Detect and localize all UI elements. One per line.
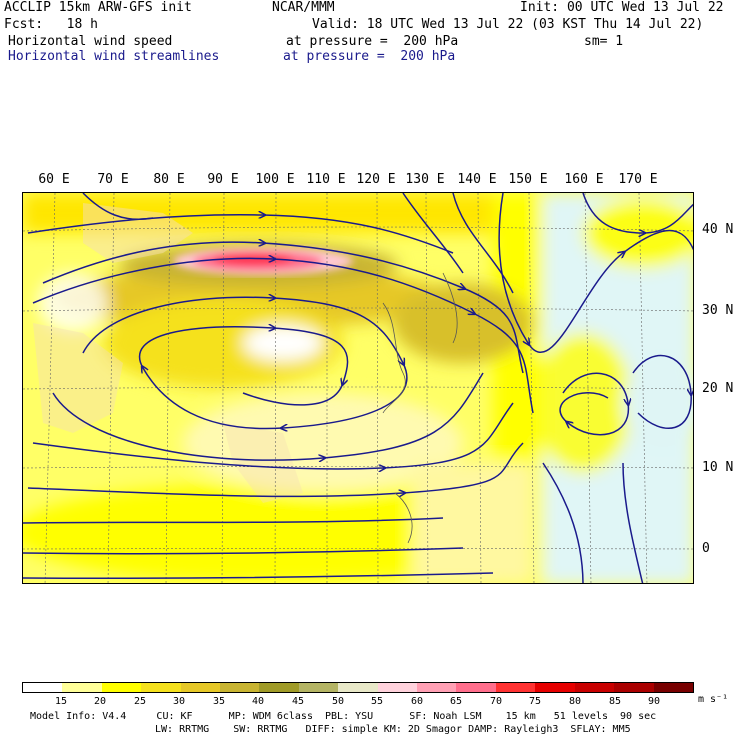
- lat-label: 10 N: [702, 460, 734, 475]
- lon-label: 70 E: [97, 172, 129, 187]
- lon-label: 120 E: [356, 172, 396, 187]
- colorbar-swatch: [377, 683, 418, 692]
- lon-label: 80 E: [153, 172, 185, 187]
- colorbar-label: 55: [370, 696, 384, 707]
- colorbar-label: 75: [528, 696, 542, 707]
- lon-label: 110 E: [306, 172, 346, 187]
- lon-label: 140 E: [457, 172, 497, 187]
- colorbar-swatch: [62, 683, 102, 692]
- colorbar-swatch: [23, 683, 63, 692]
- model-info-line1: Model Info: V4.4 CU: KF MP: WDM 6class P…: [30, 711, 657, 722]
- lon-label: 170 E: [618, 172, 658, 187]
- field1-level: at pressure = 200 hPa: [286, 34, 459, 49]
- colorbar-swatch: [574, 683, 615, 692]
- lon-label: 150 E: [508, 172, 548, 187]
- colorbar-label: 85: [608, 696, 622, 707]
- lon-label: 100 E: [255, 172, 295, 187]
- colorbar-unit: m s⁻¹: [698, 694, 729, 705]
- colorbar-label: 65: [449, 696, 463, 707]
- colorbar-label: 30: [172, 696, 186, 707]
- lat-label: 30 N: [702, 303, 734, 318]
- colorbar-label: 70: [489, 696, 503, 707]
- lat-label: 0: [702, 541, 710, 556]
- lon-label: 60 E: [38, 172, 70, 187]
- lat-label: 20 N: [702, 381, 734, 396]
- colorbar-label: 60: [410, 696, 424, 707]
- colorbar-label: 20: [93, 696, 107, 707]
- smoothing-label: sm= 1: [584, 34, 624, 49]
- center-name: NCAR/MMM: [272, 0, 335, 15]
- colorbar-swatch: [495, 683, 536, 692]
- forecast-hour: Fcst: 18 h: [4, 17, 98, 32]
- lon-label: 130 E: [405, 172, 445, 187]
- colorbar-swatch: [180, 683, 221, 692]
- init-time: Init: 00 UTC Wed 13 Jul 22: [520, 0, 724, 15]
- colorbar-label: 50: [331, 696, 345, 707]
- colorbar-swatch: [101, 683, 142, 692]
- field1-name: Horizontal wind speed: [8, 34, 173, 49]
- colorbar-label: 35: [212, 696, 226, 707]
- model-info-line2: LW: RRTMG SW: RRTMG DIFF: simple KM: 2D …: [155, 724, 631, 735]
- colorbar-label: 90: [647, 696, 661, 707]
- model-title: ACCLIP 15km ARW-GFS init: [4, 0, 192, 15]
- colorbar-swatch: [535, 683, 575, 692]
- wind-map: [22, 192, 694, 584]
- colorbar-label: 80: [568, 696, 582, 707]
- colorbar-swatch: [220, 683, 260, 692]
- colorbar-swatch: [141, 683, 181, 692]
- field2-level: at pressure = 200 hPa: [283, 49, 456, 64]
- colorbar-label: 45: [291, 696, 305, 707]
- wind-map-canvas: [23, 193, 693, 583]
- colorbar-label: 15: [54, 696, 68, 707]
- colorbar-swatch: [456, 683, 496, 692]
- colorbar-label: 40: [251, 696, 265, 707]
- speed-colorbar: [22, 682, 694, 693]
- colorbar-label: 25: [133, 696, 147, 707]
- colorbar-swatch: [338, 683, 378, 692]
- field2-name: Horizontal wind streamlines: [8, 49, 220, 64]
- lat-label: 40 N: [702, 222, 734, 237]
- valid-time: Valid: 18 UTC Wed 13 Jul 22 (03 KST Thu …: [312, 17, 704, 32]
- lon-label: 160 E: [564, 172, 604, 187]
- colorbar-swatch: [298, 683, 339, 692]
- colorbar-swatch: [259, 683, 299, 692]
- colorbar-swatch: [417, 683, 457, 692]
- lon-label: 90 E: [207, 172, 239, 187]
- colorbar-swatch: [614, 683, 654, 692]
- colorbar-swatch: [653, 683, 693, 692]
